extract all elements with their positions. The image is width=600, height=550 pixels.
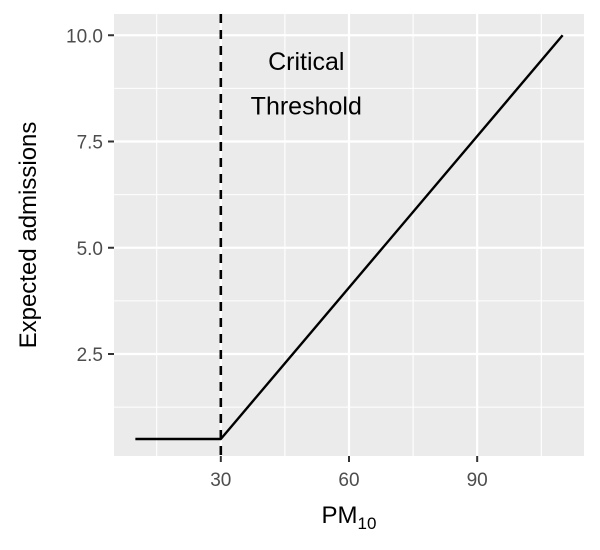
x-tick-label: 60 xyxy=(338,470,359,491)
major-gridlines xyxy=(114,14,584,456)
x-tick-label: 30 xyxy=(210,470,231,491)
x-axis-title-main: PM xyxy=(322,502,358,529)
y-tick-label: 5.0 xyxy=(77,239,103,260)
y-tick-label: 7.5 xyxy=(77,133,103,154)
annotation-label: Critical xyxy=(268,48,344,76)
annotations: Critical Threshold xyxy=(251,48,362,121)
x-axis-title-subscript: 10 xyxy=(358,514,377,533)
x-axis: 30 60 90 xyxy=(210,456,488,491)
x-axis-title: PM10 xyxy=(322,502,377,533)
series-line xyxy=(135,34,564,441)
series-lines xyxy=(135,34,564,441)
annotation-label: Threshold xyxy=(251,92,362,120)
y-tick-label: 10.0 xyxy=(66,26,103,47)
y-axis-title: Expected admissions xyxy=(15,122,42,349)
y-axis: 2.5 5.0 7.5 10.0 xyxy=(66,26,114,366)
x-tick-label: 90 xyxy=(467,470,488,491)
y-tick-label: 2.5 xyxy=(77,345,103,366)
